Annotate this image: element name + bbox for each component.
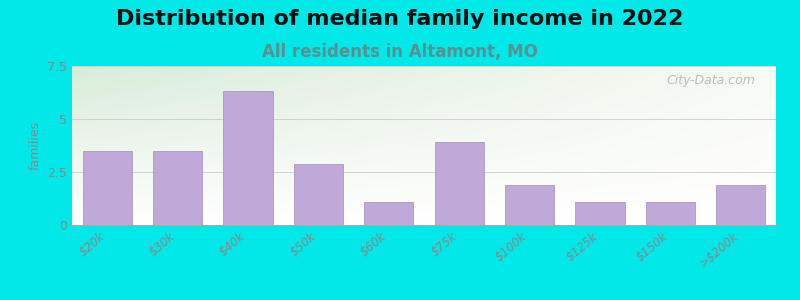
- Bar: [434, 142, 484, 225]
- Bar: [575, 202, 625, 225]
- Bar: [294, 164, 343, 225]
- Bar: [646, 202, 695, 225]
- Bar: [223, 92, 273, 225]
- Text: City-Data.com: City-Data.com: [666, 74, 755, 87]
- Bar: [364, 202, 414, 225]
- Bar: [82, 151, 132, 225]
- Text: Distribution of median family income in 2022: Distribution of median family income in …: [116, 9, 684, 29]
- Bar: [505, 185, 554, 225]
- Bar: [153, 151, 202, 225]
- Bar: [716, 185, 766, 225]
- Text: All residents in Altamont, MO: All residents in Altamont, MO: [262, 44, 538, 62]
- Y-axis label: families: families: [29, 121, 42, 170]
